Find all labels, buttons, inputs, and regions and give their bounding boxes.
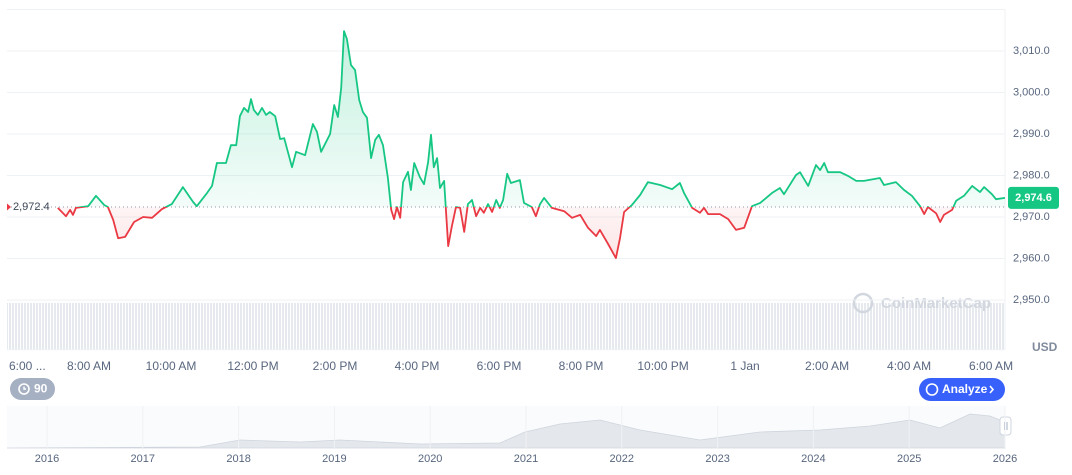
x-tick-label: 1 Jan <box>730 359 759 373</box>
y-tick-label: 3,010.0 <box>1013 45 1050 57</box>
x-tick-label: 2:00 PM <box>313 359 358 373</box>
x-tick-label: 2:00 AM <box>805 359 849 373</box>
analyze-label[interactable]: Analyze <box>942 382 988 396</box>
navigator-year: 2017 <box>131 453 155 465</box>
x-tick-label: 8:00 AM <box>67 359 111 373</box>
navigator-year: 2026 <box>993 453 1017 465</box>
navigator-year: 2022 <box>610 453 634 465</box>
y-tick-label: 2,990.0 <box>1013 128 1050 140</box>
navigator-year: 2018 <box>226 453 250 465</box>
navigator-year: 2025 <box>897 453 921 465</box>
y-unit: USD <box>1032 340 1058 354</box>
x-tick-label: 8:00 PM <box>559 359 604 373</box>
x-tick-label: 12:00 PM <box>227 359 278 373</box>
y-tick-label: 2,960.0 <box>1013 252 1050 264</box>
navigator-year: 2020 <box>418 453 442 465</box>
y-tick-label: 2,980.0 <box>1013 169 1050 181</box>
x-tick-label: 10:00 AM <box>146 359 197 373</box>
x-tick-label: 6:00 ... <box>9 359 46 373</box>
analyze-button[interactable]: Analyze <box>919 378 1005 401</box>
y-tick-label: 2,970.0 <box>1013 211 1050 223</box>
navigator-year: 2016 <box>35 453 59 465</box>
navigator <box>6 406 1012 449</box>
reference-marker <box>7 203 11 211</box>
interval-label[interactable]: 90 <box>34 382 48 396</box>
price-line <box>57 30 1006 259</box>
last-price-tag <box>1008 186 1059 209</box>
last-price-label: 2,974.6 <box>1015 192 1052 204</box>
navigator-year: 2019 <box>322 453 346 465</box>
x-tick-label: 4:00 PM <box>395 359 440 373</box>
y-tick-label: 3,000.0 <box>1013 86 1050 98</box>
watermark: CoinMarketCap <box>852 292 991 314</box>
x-tick-label: 4:00 AM <box>887 359 931 373</box>
y-tick-label: 2,950.0 <box>1013 294 1050 306</box>
price-area <box>57 31 1006 259</box>
x-tick-label: 6:00 PM <box>477 359 522 373</box>
reference-label: 2,972.4 <box>13 201 50 213</box>
x-tick-label: 6:00 AM <box>969 359 1013 373</box>
volume-band <box>7 303 1005 350</box>
navigator-year: 2024 <box>801 453 825 465</box>
x-tick-label: 10:00 PM <box>637 359 688 373</box>
interval-button[interactable]: 90 <box>10 378 55 400</box>
navigator-year: 2023 <box>705 453 729 465</box>
navigator-year: 2021 <box>514 453 538 465</box>
watermark-text: CoinMarketCap <box>881 295 991 312</box>
